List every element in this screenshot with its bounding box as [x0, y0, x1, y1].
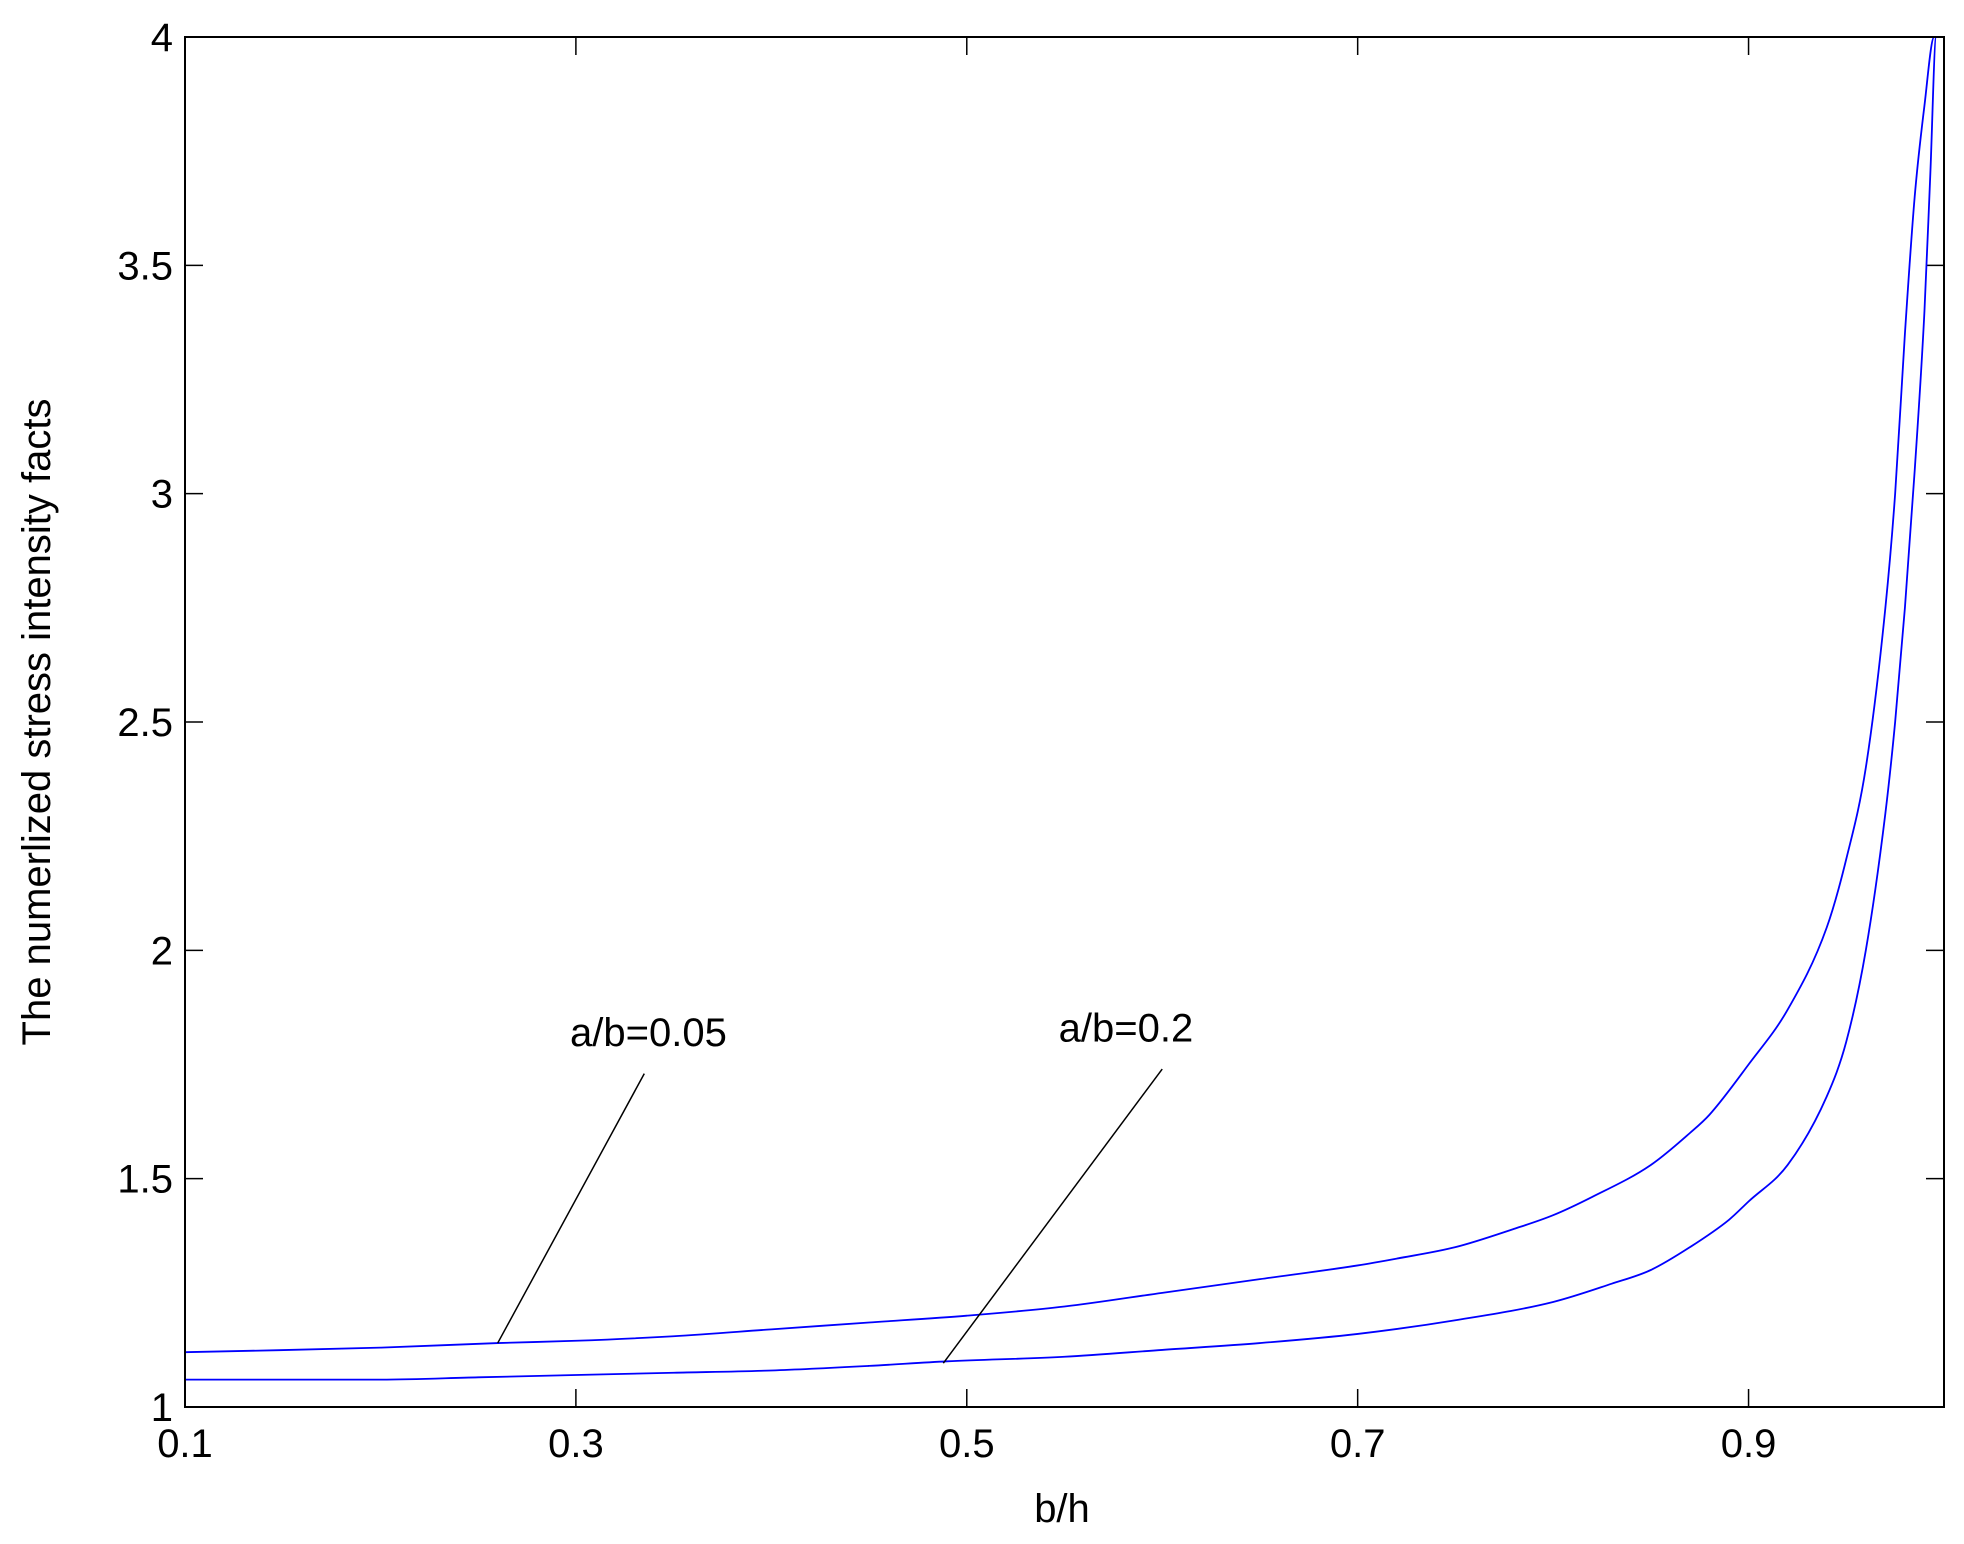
y-tick-label: 2	[151, 929, 173, 973]
x-tick-label: 0.5	[939, 1422, 995, 1466]
plot-background	[185, 37, 1944, 1407]
annotation-label-2: a/b=0.2	[1059, 1007, 1194, 1051]
x-tick-label: 0.3	[548, 1422, 604, 1466]
annotation-pointer-1	[497, 1073, 645, 1344]
y-tick-label: 2.5	[117, 701, 173, 745]
series-line-1	[185, 37, 1943, 1354]
x-tick-label: 0.9	[1721, 1422, 1777, 1466]
y-tick-label: 1	[151, 1386, 173, 1430]
y-axis-label: The numerlized stress intensity facts	[15, 399, 59, 1046]
plot-area: 0.1 0.3 0.5 0.7 0.9 1 1.5 2 2.5 3 3.5 4 a/b=0.05 a/b=…	[117, 16, 1945, 1466]
axes-frame	[184, 36, 1945, 1408]
y-tick-label: 1.5	[117, 1158, 173, 1202]
x-tick-label: 0.1	[157, 1422, 213, 1466]
y-tick-label: 3	[151, 473, 173, 517]
x-tick-label: 0.7	[1330, 1422, 1386, 1466]
annotation-pointer-2	[942, 1068, 1163, 1364]
x-axis-label: b/h	[1034, 1487, 1090, 1531]
y-tick-label: 3.5	[117, 244, 173, 288]
series-line-2	[185, 37, 1943, 1381]
annotation-label-1: a/b=0.05	[570, 1011, 727, 1055]
y-tick-label: 4	[151, 16, 173, 60]
